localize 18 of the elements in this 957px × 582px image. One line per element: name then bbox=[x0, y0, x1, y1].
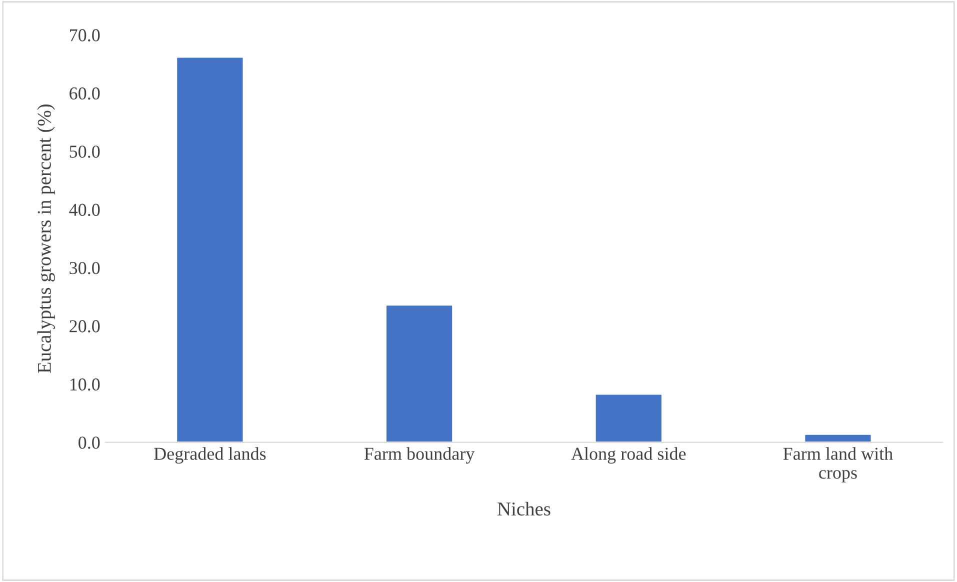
y-tick-label: 50.0 bbox=[70, 146, 100, 158]
bar bbox=[804, 433, 872, 442]
x-axis-title: Niches bbox=[498, 502, 550, 516]
x-tick-label: Degraded lands bbox=[154, 447, 266, 464]
x-tick-label: Farm land with crops bbox=[783, 447, 893, 482]
x-tick-label: Along road side bbox=[571, 447, 686, 464]
bar bbox=[385, 304, 454, 442]
y-tick-label: 40.0 bbox=[69, 204, 100, 216]
y-tick-label: 10.0 bbox=[70, 378, 100, 391]
y-tick-label: 60.0 bbox=[70, 87, 100, 100]
x-tick-label: Farm boundary bbox=[364, 447, 475, 464]
y-tick-label: 30.0 bbox=[70, 262, 100, 274]
y-tick-label: 0.0 bbox=[78, 436, 100, 449]
bar bbox=[176, 56, 244, 442]
y-tick-label: 70.0 bbox=[70, 29, 100, 42]
y-axis-title: Eucalyptus growers in percent (%) bbox=[37, 104, 55, 374]
bar bbox=[594, 393, 663, 442]
y-tick-label: 20.0 bbox=[70, 320, 100, 332]
